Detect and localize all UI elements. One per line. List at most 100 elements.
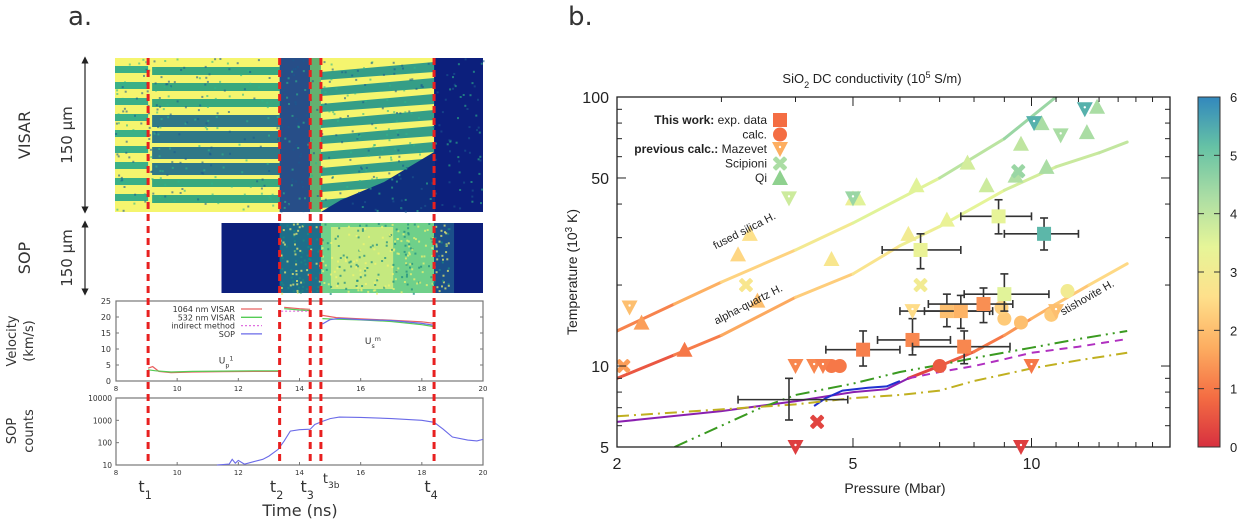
sop-noise: [433, 280, 436, 283]
visar-noise: [373, 144, 375, 147]
visar-noise: [441, 111, 444, 114]
visar-fringe: [320, 94, 435, 112]
sop-noise: [296, 289, 299, 292]
sop-noise: [290, 269, 293, 272]
visar-noise: [282, 89, 285, 92]
visar-noise: [226, 62, 229, 65]
sop-noise: [428, 265, 430, 268]
visar-noise: [287, 204, 290, 207]
visar-noise: [475, 114, 478, 117]
sop-noise: [447, 283, 450, 286]
conductivity-legend-label: Scipioni: [725, 157, 767, 171]
visar-noise: [201, 95, 204, 98]
mazevet-point: [787, 359, 804, 375]
visar-noise: [196, 76, 199, 79]
sop-noise: [294, 250, 297, 253]
visar-noise: [149, 134, 152, 137]
visar-noise: [477, 126, 480, 129]
visar-noise: [122, 209, 125, 212]
visar-noise: [302, 121, 305, 124]
curve-purple-solid: [617, 377, 909, 423]
velocity-ytick-label: 15: [101, 329, 111, 338]
visar-noise: [398, 160, 400, 163]
visar-noise: [381, 107, 384, 110]
visar-noise: [363, 67, 365, 70]
visar-noise: [393, 111, 396, 114]
visar-noise: [311, 139, 313, 142]
visar-fringe: [320, 142, 435, 160]
visar-noise: [117, 155, 120, 158]
visar-fringe: [152, 179, 280, 187]
sop-noise: [404, 244, 407, 247]
visar-noise: [259, 145, 262, 148]
sop-noise: [431, 236, 434, 239]
visar-noise: [197, 109, 200, 112]
sop-counts-xtick-label: 10: [173, 469, 182, 477]
velocity-ytick-label: 10: [101, 345, 111, 354]
visar-noise: [393, 72, 396, 75]
visar-fringe: [115, 66, 149, 73]
sop-noise: [339, 257, 342, 259]
time-marker-label-2: t2: [270, 477, 283, 502]
visar-fringe: [152, 131, 280, 143]
velocity-xtick-label: 16: [356, 385, 365, 393]
visar-noise: [349, 158, 352, 161]
sop-noise: [381, 225, 384, 228]
visar-noise: [386, 133, 388, 136]
sop-noise: [406, 283, 409, 286]
scipioni-point: [810, 414, 825, 429]
sop-noise: [284, 271, 287, 274]
sop-noise: [409, 247, 412, 250]
visar-noise: [372, 146, 375, 149]
visar-noise: [468, 126, 471, 129]
conductivity-xtick-label: 10: [1023, 456, 1041, 473]
visar-noise: [151, 170, 154, 173]
visar-noise: [386, 99, 389, 102]
visar-noise: [302, 210, 305, 213]
visar-noise: [296, 66, 299, 68]
mazevet-point-dot: [1030, 362, 1033, 366]
visar-noise: [141, 92, 144, 95]
mazevet-point-shape: [621, 300, 638, 316]
sop-counts-xtick-label: 8: [114, 469, 118, 477]
visar-noise: [371, 178, 374, 181]
visar-noise: [286, 96, 289, 99]
sop-noise: [394, 278, 397, 281]
visar-noise: [216, 127, 219, 130]
visar-noise: [454, 85, 457, 88]
sop-noise: [385, 241, 388, 244]
mazevet-point-dot: [628, 304, 631, 307]
sop-noise: [441, 285, 443, 288]
visar-noise: [391, 197, 394, 200]
visar-noise: [331, 176, 334, 179]
sop-noise: [325, 268, 328, 271]
sop-noise: [338, 265, 341, 268]
sop-noise: [414, 252, 417, 255]
visar-noise: [158, 97, 161, 99]
visar-noise: [391, 178, 394, 181]
sop-noise: [318, 249, 321, 252]
visar-noise: [404, 210, 407, 213]
visar-noise: [351, 74, 354, 77]
visar-noise: [266, 101, 269, 104]
mazevet-point-shape: [904, 304, 921, 320]
sop-noise: [364, 283, 367, 285]
visar-noise: [324, 103, 327, 105]
visar-noise: [128, 156, 131, 159]
sop-noise: [446, 258, 449, 261]
mazevet-point-shape: [787, 440, 804, 455]
visar-noise: [374, 208, 377, 211]
visar-noise: [405, 167, 408, 170]
visar-noise: [301, 185, 304, 188]
visar-noise: [159, 126, 162, 129]
visar-noise: [356, 137, 359, 140]
time-marker-label-3b: t3b: [323, 472, 340, 491]
visar-noise: [449, 88, 452, 91]
sop-noise: [407, 227, 410, 230]
colorbar-tick-label: 0: [1230, 440, 1237, 455]
visar-noise: [253, 97, 256, 100]
sop-noise: [446, 269, 449, 272]
visar-noise: [388, 84, 391, 87]
sop-noise: [396, 238, 399, 241]
sop-noise: [431, 282, 434, 285]
